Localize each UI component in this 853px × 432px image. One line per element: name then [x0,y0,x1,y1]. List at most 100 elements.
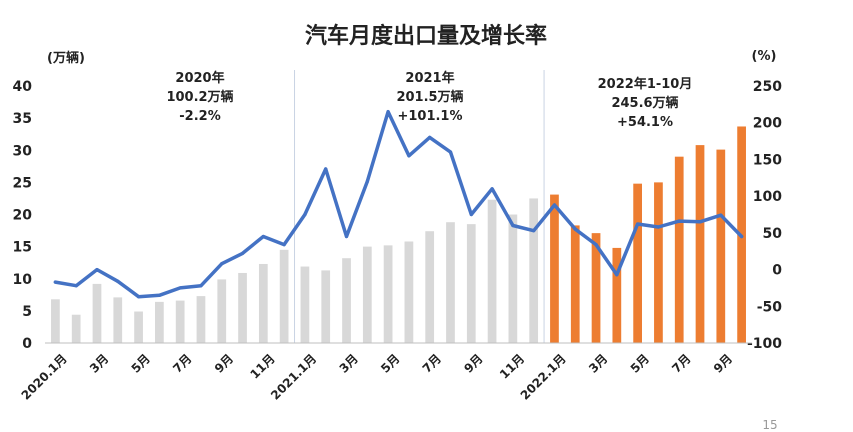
growth-rate-point [594,243,598,247]
export-volume-bar [425,231,435,343]
export-volume-bar [300,266,310,343]
growth-rate-point [532,229,536,233]
export-volume-bar [550,194,559,343]
annotation-line1: 2021年 [405,70,454,86]
annotation-line2: 245.6万辆 [611,95,678,111]
x-tick-label: 5月 [129,351,153,375]
right-y-tick-label: 150 [753,152,782,168]
x-tick-label: 11月 [497,351,527,381]
export-volume-bar [258,263,268,343]
export-volume-bar [466,224,476,343]
growth-rate-point [74,284,78,288]
export-volume-bar [674,156,684,343]
export-volume-bar [238,272,247,343]
export-volume-bar [175,300,185,343]
left-y-axis: 0 5 10 15 20 25 30 35 40 [13,79,33,352]
growth-rate-point [719,213,723,217]
x-tick-label: 3月 [87,351,111,375]
x-tick-label: 5月 [378,351,402,375]
x-tick-label: 7月 [170,351,194,375]
export-volume-bar [446,222,455,343]
export-volume-bar [196,296,206,343]
export-volume-bar [321,270,331,343]
x-tick-label: 9月 [461,351,485,375]
left-y-tick-label: 35 [13,111,32,127]
page-number: 15 [762,418,777,432]
growth-rate-point [178,286,182,290]
left-y-tick-label: 25 [13,175,32,191]
export-volume-bar [487,199,497,343]
right-y-tick-label: 50 [763,226,783,242]
left-axis-unit: (万辆) [47,50,85,66]
chart-title: 汽车月度出口量及增长率 [305,23,547,49]
year-separators [294,70,545,343]
annotation-line3: +101.1% [397,109,462,124]
left-y-tick-label: 15 [13,240,32,256]
left-y-tick-label: 0 [22,336,32,352]
annotation-line1: 2022年1-10月 [598,76,693,92]
growth-rate-point [469,212,473,217]
growth-rate-point [261,234,265,239]
x-tick-label: 7月 [420,351,444,375]
export-volume-bar [279,249,289,343]
growth-rate-point [95,267,99,272]
annotation-line2: 100.2万辆 [166,89,233,105]
annotation-line2: 201.5万辆 [396,89,463,105]
x-tick-label: 5月 [628,351,652,375]
right-y-tick-label: -50 [757,299,783,315]
growth-rate-point [448,150,453,154]
growth-rate-point [116,279,120,283]
export-volume-bar [654,182,663,343]
growth-rate-point [677,219,681,223]
growth-rate-line [53,109,744,299]
left-y-tick-label: 5 [22,304,32,320]
export-volume-bar [113,297,123,343]
growth-rate-point [386,110,390,114]
growth-rate-point [136,295,141,299]
x-tick-label: 7月 [669,351,693,375]
right-y-tick-label: 250 [753,79,782,95]
growth-rate-point [53,280,57,284]
right-axis-unit: (%) [752,49,777,64]
export-volume-bar [51,299,60,343]
x-tick-label: 9月 [212,351,236,375]
growth-rate-point [740,234,744,239]
export-volume-bar [570,225,580,343]
growth-rate-point [552,203,557,207]
right-y-axis: -100 -50 0 50 100 150 200 250 [747,79,782,352]
growth-rate-point [303,212,307,217]
export-volume-bar [217,279,227,343]
growth-rate-point [698,220,702,224]
left-y-tick-label: 30 [13,143,33,159]
left-y-tick-label: 40 [13,79,33,95]
growth-rate-point [428,135,432,139]
x-tick-label: 11月 [247,351,277,381]
x-tick-label: 2022.1月 [518,351,569,402]
export-volume-bar [612,247,622,343]
growth-rate-point [615,273,619,277]
x-tick-label: 9月 [711,351,735,375]
x-tick-label: 3月 [337,351,361,375]
growth-rate-point [199,284,203,288]
export-volume-bar [716,149,726,343]
export-volume-bar [508,214,518,343]
export-volume-bar [342,258,351,343]
export-volume-bar [71,314,81,343]
growth-rate-point [220,262,224,266]
export-volume-bar [362,246,372,343]
annotations: 2020年 100.2万辆 -2.2% 2021年 201.5万辆 +101.1% 2022… [166,70,692,130]
annotation-line1: 2020年 [175,70,224,86]
growth-rate-point [240,251,245,256]
growth-rate-point [490,187,494,191]
growth-rate-point [636,222,640,226]
growth-rate-point [573,227,577,231]
export-volume-bar [529,198,539,343]
export-volume-bar [404,241,414,343]
export-volume-bar [134,311,143,343]
growth-rate-point [365,179,369,184]
annotation-line3: +54.1% [617,115,673,130]
x-tick-label: 2020.1月 [19,351,70,402]
export-volume-bar [633,183,642,343]
